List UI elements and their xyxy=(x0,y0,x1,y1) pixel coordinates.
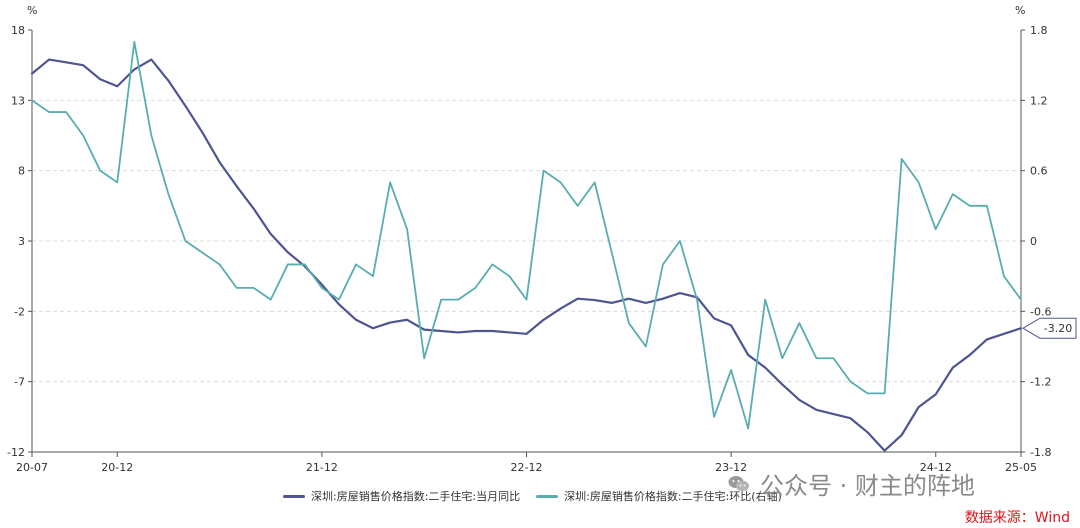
end-value-label: -3.20 xyxy=(1022,317,1077,339)
legend-swatch-mom xyxy=(536,494,559,498)
watermark-text: 公众号 · 财主的阵地 xyxy=(760,472,975,500)
left-tick-label: 18 xyxy=(11,24,25,37)
grid-lines xyxy=(32,99,1021,383)
left-tick-label: -7 xyxy=(14,376,25,389)
right-axis-ticks: 1.8 1.2 0.6 0 -0.6 -1.2 -1.8 xyxy=(1021,24,1051,459)
right-tick-label: 1.2 xyxy=(1030,94,1048,107)
left-tick-label: -2 xyxy=(14,305,25,318)
left-tick-label: 13 xyxy=(11,94,25,107)
series-line-yoy xyxy=(30,58,1023,452)
legend-item-mom[interactable]: 深圳:房屋销售价格指数:二手住宅:环比(右轴) xyxy=(536,488,782,504)
legend-item-yoy[interactable]: 深圳:房屋销售价格指数:二手住宅:当月同比 xyxy=(283,488,520,504)
legend-label-mom: 深圳:房屋销售价格指数:二手住宅:环比(右轴) xyxy=(564,490,782,503)
left-axis-ticks: 18 13 8 3 -2 -7 -12 xyxy=(7,24,32,459)
x-tick-label: 23-12 xyxy=(715,461,747,474)
right-tick-label: -1.2 xyxy=(1030,376,1051,389)
x-tick-label: 22-12 xyxy=(511,461,543,474)
left-axis-unit: % xyxy=(27,4,37,17)
end-value-text: -3.20 xyxy=(1044,322,1072,335)
x-axis-ticks: 20-07 20-12 21-12 22-12 23-12 24-12 25-05 xyxy=(16,452,1037,474)
data-source: 数据来源：Wind xyxy=(964,510,1070,526)
right-tick-label: 1.8 xyxy=(1030,24,1048,37)
right-tick-label: -1.8 xyxy=(1030,446,1051,459)
left-tick-label: 3 xyxy=(18,235,25,248)
watermark: 公众号 · 财主的阵地 xyxy=(728,466,975,501)
left-tick-label: -12 xyxy=(7,446,25,459)
series-layer xyxy=(30,40,1023,452)
right-axis-unit: % xyxy=(1015,4,1025,17)
legend-label-yoy: 深圳:房屋销售价格指数:二手住宅:当月同比 xyxy=(311,490,521,503)
x-tick-label: 24-12 xyxy=(920,461,952,474)
series-line-mom xyxy=(31,40,1022,430)
x-tick-label: 21-12 xyxy=(306,461,338,474)
right-tick-label: 0 xyxy=(1030,235,1037,248)
x-tick-label: 20-07 xyxy=(16,461,48,474)
left-tick-label: 8 xyxy=(18,165,25,178)
legend: 深圳:房屋销售价格指数:二手住宅:当月同比 深圳:房屋销售价格指数:二手住宅:环… xyxy=(283,488,798,504)
right-tick-label: -0.6 xyxy=(1030,305,1051,318)
x-tick-label: 25-05 xyxy=(1005,461,1037,474)
x-tick-label: 20-12 xyxy=(101,461,133,474)
right-tick-label: 0.6 xyxy=(1030,165,1048,178)
wechat-icon xyxy=(728,475,749,491)
legend-swatch-yoy xyxy=(283,494,305,498)
